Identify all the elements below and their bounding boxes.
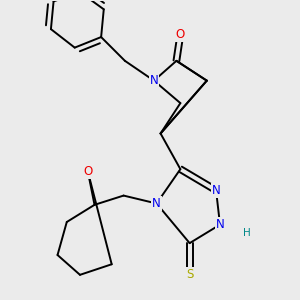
Text: N: N bbox=[152, 197, 161, 210]
Text: S: S bbox=[186, 268, 193, 281]
Text: O: O bbox=[83, 165, 92, 178]
Text: O: O bbox=[176, 28, 185, 41]
Text: N: N bbox=[212, 184, 220, 197]
Text: N: N bbox=[150, 74, 158, 87]
Text: N: N bbox=[216, 218, 224, 231]
Text: H: H bbox=[243, 228, 250, 238]
